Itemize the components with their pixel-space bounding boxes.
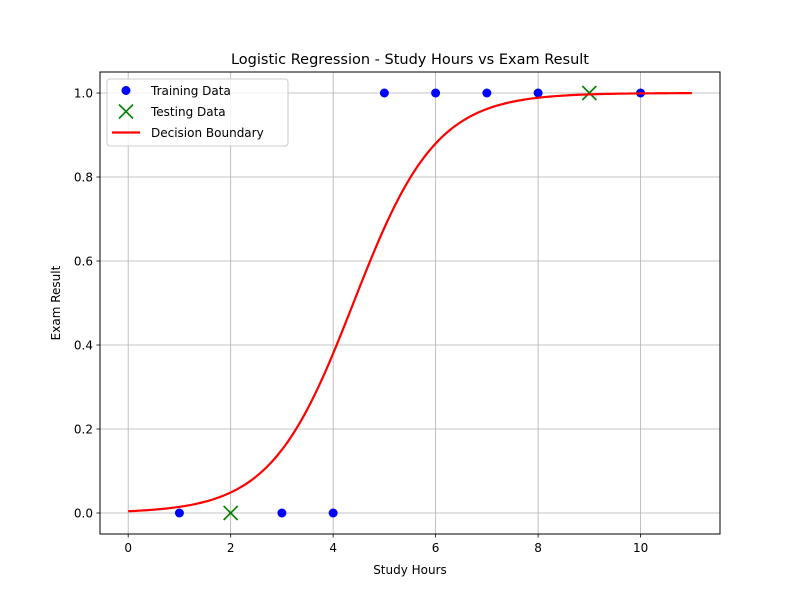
y-tick-label: 0.4 (74, 339, 93, 353)
chart-title: Logistic Regression - Study Hours vs Exa… (231, 52, 589, 68)
training-data-point (431, 88, 441, 98)
decision-boundary-line (128, 92, 692, 513)
axis-ticks: 0 2 4 6 8 10 0.0 0.2 0.4 0.6 0.8 1.0 (74, 87, 648, 556)
testing-data-point-stroke (223, 505, 239, 521)
testing-data-point (581, 85, 597, 101)
testing-data-point (223, 505, 239, 521)
y-tick-label: 1.0 (74, 87, 93, 101)
plot-frame (99, 71, 721, 535)
legend: Training Data Testing Data Decision Bounda… (106, 78, 289, 147)
training-data-point (328, 508, 338, 518)
training-data-point (482, 88, 492, 98)
training-data-point (533, 88, 543, 98)
y-tick-label: 0.8 (74, 171, 93, 185)
y-tick-label: 0.6 (74, 255, 93, 269)
x-tick-label: 2 (227, 541, 235, 555)
y-tick-label: 0.0 (74, 507, 93, 521)
plot-series (128, 85, 692, 521)
y-tick-label: 0.2 (74, 423, 93, 437)
x-tick-label: 4 (329, 541, 337, 555)
x-tick-label: 10 (633, 541, 648, 555)
legend-x-swatch (118, 103, 134, 120)
legend-x-swatch-stroke (118, 103, 134, 120)
legend-label: Testing Data (150, 105, 226, 119)
legend-label: Decision Boundary (151, 126, 264, 140)
training-data-point (379, 88, 389, 98)
x-tick-label: 0 (124, 541, 132, 555)
legend-circle-swatch (121, 86, 131, 95)
x-tick-label: 6 (432, 541, 440, 555)
legend-box (106, 78, 289, 147)
x-tick-label: 8 (534, 541, 542, 555)
testing-data-point-stroke (581, 85, 597, 101)
legend-label: Training Data (150, 84, 231, 98)
y-axis-label: Exam Result (49, 265, 63, 340)
training-data-point (174, 508, 184, 518)
training-data-point (277, 508, 287, 518)
x-axis-label: Study Hours (373, 563, 447, 577)
